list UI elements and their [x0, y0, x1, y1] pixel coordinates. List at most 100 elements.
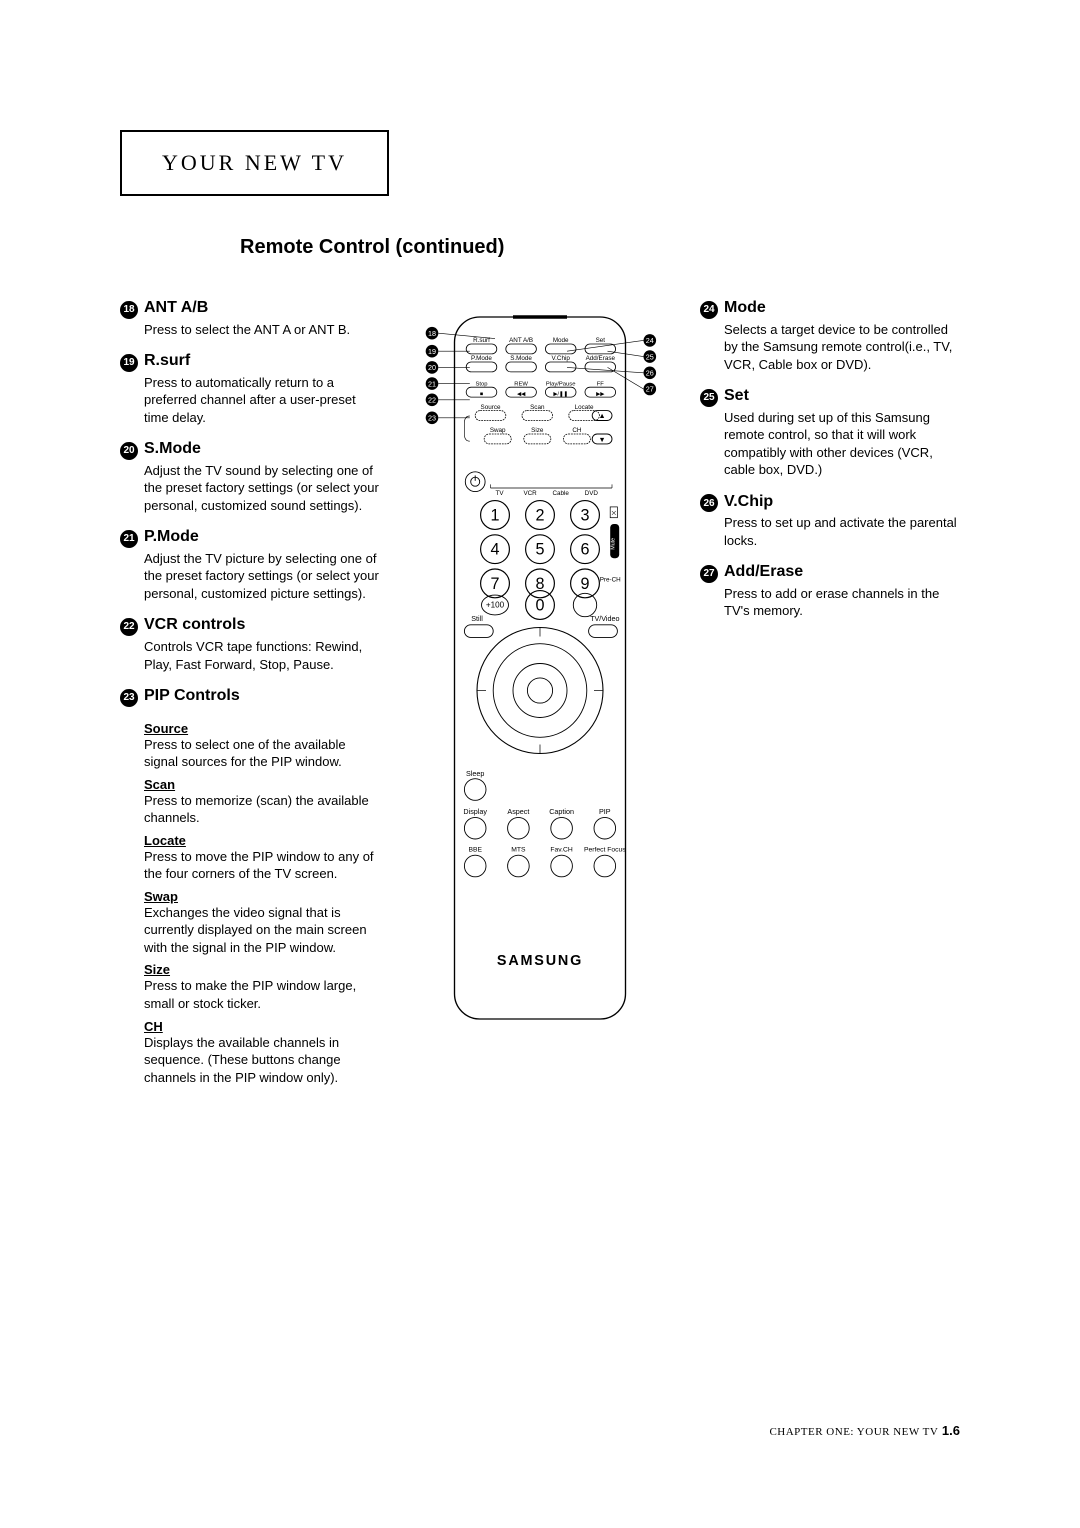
- item-number-icon: 27: [700, 565, 718, 583]
- svg-text:23: 23: [428, 414, 436, 423]
- item-head: 27 Add/Erase: [700, 563, 960, 583]
- item-title: Mode: [724, 299, 766, 317]
- item-19: 19 R.surf Press to automatically return …: [120, 352, 380, 426]
- title-box: YOUR NEW TV: [120, 130, 389, 196]
- pip-subhead: Source: [144, 721, 380, 736]
- item-desc: Adjust the TV picture by selecting one o…: [144, 550, 380, 603]
- svg-text:6: 6: [580, 541, 589, 559]
- title-text: YOUR NEW TV: [162, 150, 347, 175]
- item-number-icon: 21: [120, 530, 138, 548]
- svg-text:⨉: ⨉: [612, 511, 617, 517]
- svg-text:19: 19: [428, 347, 436, 356]
- page-footer: CHAPTER ONE: YOUR NEW TV 1.6: [769, 1423, 960, 1438]
- svg-text:2: 2: [535, 506, 544, 524]
- svg-text:21: 21: [428, 379, 436, 388]
- svg-text:24: 24: [646, 336, 654, 345]
- pip-subdesc: Exchanges the video signal that is curre…: [144, 904, 380, 957]
- item-18: 18 ANT A/B Press to select the ANT A or …: [120, 299, 380, 338]
- item-head: 19 R.surf: [120, 352, 380, 372]
- svg-text:DVD: DVD: [585, 490, 599, 497]
- pip-subdesc: Press to memorize (scan) the available c…: [144, 792, 380, 827]
- item-head: 22 VCR controls: [120, 616, 380, 636]
- item-23: 23 PIP Controls: [120, 687, 380, 707]
- svg-text:Set: Set: [596, 337, 606, 344]
- svg-text:22: 22: [428, 396, 436, 405]
- item-head: 18 ANT A/B: [120, 299, 380, 319]
- svg-text:BBE: BBE: [468, 847, 482, 854]
- svg-text:26: 26: [646, 369, 654, 378]
- footer-page: 1.6: [942, 1423, 960, 1438]
- item-desc: Press to set up and activate the parenta…: [724, 514, 960, 549]
- item-title: R.surf: [144, 352, 190, 370]
- item-number-icon: 18: [120, 301, 138, 319]
- item-head: 20 S.Mode: [120, 440, 380, 460]
- svg-text:S.Mode: S.Mode: [510, 355, 532, 362]
- svg-text:▼: ▼: [599, 435, 606, 444]
- svg-text:18: 18: [428, 329, 436, 338]
- svg-text:Mute: Mute: [611, 538, 617, 550]
- svg-text:Source: Source: [481, 404, 501, 411]
- remote-diagram-column: 181920212223 24252627 R.surfANT A/BModeS…: [400, 299, 680, 1086]
- svg-text:25: 25: [646, 352, 654, 361]
- svg-text:Add/Erase: Add/Erase: [586, 355, 616, 362]
- item-number-icon: 22: [120, 618, 138, 636]
- svg-text:Perfect Focus: Perfect Focus: [584, 847, 626, 854]
- item-desc: Used during set up of this Samsung remot…: [724, 409, 960, 479]
- pip-subhead: CH: [144, 1019, 380, 1034]
- item-title: P.Mode: [144, 528, 199, 546]
- footer-chapter: CHAPTER ONE: YOUR NEW TV: [769, 1426, 938, 1438]
- svg-text:PIP: PIP: [599, 807, 611, 816]
- svg-text:Display: Display: [463, 807, 487, 816]
- item-number-icon: 25: [700, 389, 718, 407]
- item-head: 26 V.Chip: [700, 493, 960, 513]
- pip-subdesc: Press to select one of the available sig…: [144, 736, 380, 771]
- item-desc: Adjust the TV sound by selecting one of …: [144, 462, 380, 515]
- item-title: VCR controls: [144, 616, 245, 634]
- svg-text:Fav.CH: Fav.CH: [550, 847, 573, 854]
- item-number-icon: 19: [120, 354, 138, 372]
- svg-text:◀◀: ◀◀: [517, 391, 525, 397]
- item-20: 20 S.Mode Adjust the TV sound by selecti…: [120, 440, 380, 514]
- svg-text:+100: +100: [486, 601, 505, 610]
- svg-text:▶▶: ▶▶: [596, 391, 604, 397]
- item-desc: Press to select the ANT A or ANT B.: [144, 321, 380, 339]
- pip-subhead: Swap: [144, 889, 380, 904]
- pip-subdesc: Press to make the PIP window large, smal…: [144, 977, 380, 1012]
- svg-text:20: 20: [428, 363, 436, 372]
- pip-subdesc: Press to move the PIP window to any of t…: [144, 848, 380, 883]
- svg-text:Locate: Locate: [575, 404, 594, 411]
- item-number-icon: 24: [700, 301, 718, 319]
- item-desc: Controls VCR tape functions: Rewind, Pla…: [144, 638, 380, 673]
- svg-text:5: 5: [535, 541, 544, 559]
- item-head: 24 Mode: [700, 299, 960, 319]
- svg-text:TV/Video: TV/Video: [590, 614, 619, 623]
- item-desc: Selects a target device to be controlled…: [724, 321, 960, 374]
- svg-text:Play/Pause: Play/Pause: [546, 381, 576, 387]
- remote-diagram: 181920212223 24252627 R.surfANT A/BModeS…: [405, 299, 675, 1037]
- item-number-icon: 20: [120, 442, 138, 460]
- item-22: 22 VCR controls Controls VCR tape functi…: [120, 616, 380, 673]
- svg-text:VCR: VCR: [523, 490, 537, 497]
- pip-subhead: Locate: [144, 833, 380, 848]
- item-27: 27 Add/Erase Press to add or erase chann…: [700, 563, 960, 620]
- svg-text:Sleep: Sleep: [466, 769, 484, 778]
- svg-text:Size: Size: [531, 427, 544, 434]
- svg-text:0: 0: [535, 596, 544, 614]
- item-title: S.Mode: [144, 440, 201, 458]
- svg-text:1: 1: [490, 506, 499, 524]
- svg-text:7: 7: [490, 575, 499, 593]
- item-25: 25 Set Used during set up of this Samsun…: [700, 387, 960, 479]
- svg-text:Aspect: Aspect: [507, 807, 529, 816]
- item-24: 24 Mode Selects a target device to be co…: [700, 299, 960, 373]
- svg-text:Scan: Scan: [530, 404, 545, 411]
- item-26: 26 V.Chip Press to set up and activate t…: [700, 493, 960, 550]
- svg-text:Cable: Cable: [552, 490, 569, 497]
- pip-subhead: Size: [144, 962, 380, 977]
- svg-text:TV: TV: [495, 490, 504, 497]
- svg-text:Swap: Swap: [490, 427, 506, 434]
- svg-text:Stop: Stop: [475, 381, 487, 387]
- item-21: 21 P.Mode Adjust the TV picture by selec…: [120, 528, 380, 602]
- item-title: Set: [724, 387, 749, 405]
- svg-text:FF: FF: [597, 381, 605, 387]
- item-desc: Press to add or erase channels in the TV…: [724, 585, 960, 620]
